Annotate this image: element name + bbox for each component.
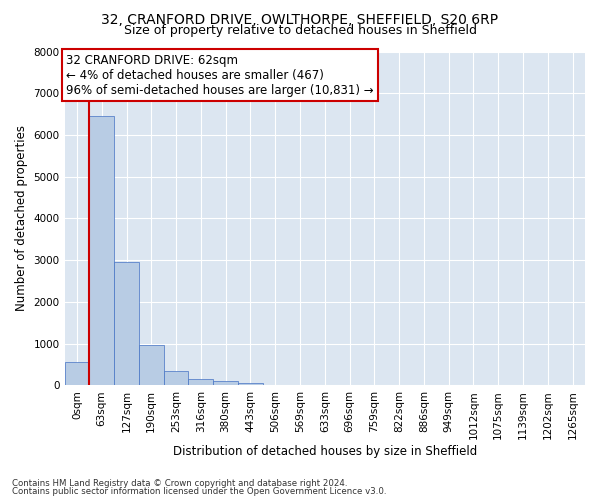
Bar xyxy=(114,262,139,386)
Text: Contains public sector information licensed under the Open Government Licence v3: Contains public sector information licen… xyxy=(12,487,386,496)
Y-axis label: Number of detached properties: Number of detached properties xyxy=(15,126,28,312)
Bar xyxy=(238,382,263,386)
Text: 32, CRANFORD DRIVE, OWLTHORPE, SHEFFIELD, S20 6RP: 32, CRANFORD DRIVE, OWLTHORPE, SHEFFIELD… xyxy=(101,12,499,26)
Bar xyxy=(188,379,213,386)
Text: 32 CRANFORD DRIVE: 62sqm
← 4% of detached houses are smaller (467)
96% of semi-d: 32 CRANFORD DRIVE: 62sqm ← 4% of detache… xyxy=(66,54,373,96)
Text: Size of property relative to detached houses in Sheffield: Size of property relative to detached ho… xyxy=(124,24,476,37)
Bar xyxy=(213,381,238,386)
Bar xyxy=(164,371,188,386)
Bar xyxy=(139,344,164,386)
X-axis label: Distribution of detached houses by size in Sheffield: Distribution of detached houses by size … xyxy=(173,444,477,458)
Bar xyxy=(65,362,89,386)
Text: Contains HM Land Registry data © Crown copyright and database right 2024.: Contains HM Land Registry data © Crown c… xyxy=(12,478,347,488)
Bar xyxy=(89,116,114,386)
